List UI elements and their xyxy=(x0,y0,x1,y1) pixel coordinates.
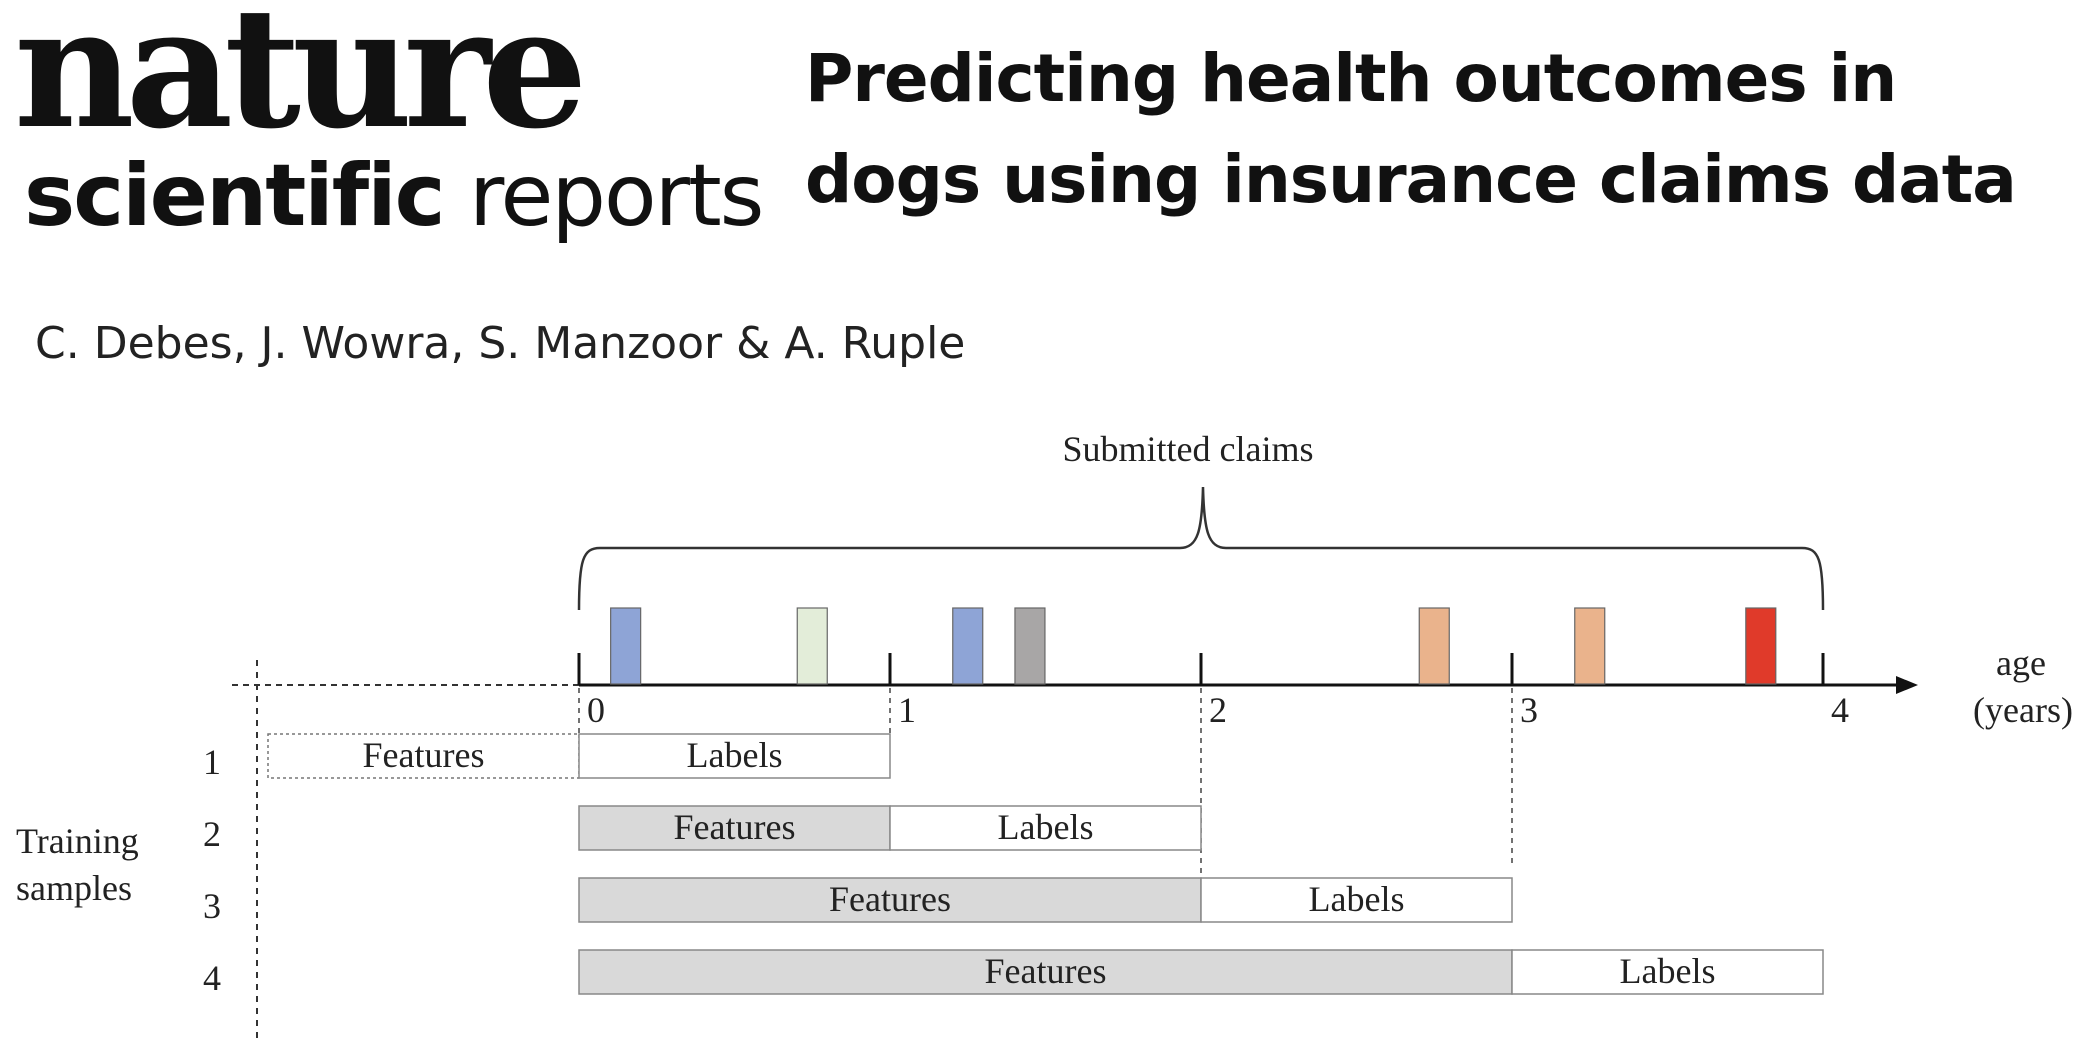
axis-label-age: age xyxy=(1996,643,2046,683)
group-label-samples: samples xyxy=(16,868,132,908)
features-label: Features xyxy=(674,807,796,847)
labels-label: Labels xyxy=(1620,951,1716,991)
tick-label-4: 4 xyxy=(1831,690,1849,730)
labels-label: Labels xyxy=(687,735,783,775)
journal-logo-scientific: scientific xyxy=(24,146,446,246)
claim-markers xyxy=(610,607,1777,685)
labels-label: Labels xyxy=(998,807,1094,847)
axis-ticks: 0 1 2 3 4 xyxy=(577,653,1849,876)
features-label: Features xyxy=(363,735,485,775)
journal-logo-reports: reports xyxy=(469,146,764,246)
tick-label-1: 1 xyxy=(898,690,916,730)
labels-label: Labels xyxy=(1309,879,1405,919)
labels-box xyxy=(578,733,891,779)
claim-marker xyxy=(1014,607,1046,685)
tick-label-3: 3 xyxy=(1520,690,1538,730)
labels-box xyxy=(1511,949,1824,995)
features-box xyxy=(267,733,580,779)
brace-label: Submitted claims xyxy=(1063,429,1314,469)
sample-number: 4 xyxy=(203,958,221,998)
group-label-training: Training xyxy=(16,821,139,861)
claim-marker xyxy=(610,607,642,685)
claim-marker xyxy=(1574,607,1606,685)
features-label: Features xyxy=(829,879,951,919)
claim-marker xyxy=(1418,607,1450,685)
features-box xyxy=(578,877,1202,923)
sample-number: 3 xyxy=(203,886,221,926)
author-list: C. Debes, J. Wowra, S. Manzoor & A. Rupl… xyxy=(35,318,966,369)
sample-number: 1 xyxy=(203,742,221,782)
claim-marker xyxy=(796,607,828,685)
tick-label-0: 0 xyxy=(587,690,605,730)
tick-label-2: 2 xyxy=(1209,690,1227,730)
labels-box xyxy=(889,805,1202,851)
features-label: Features xyxy=(985,951,1107,991)
sample-number: 2 xyxy=(203,814,221,854)
journal-logo-scientific-reports: scientific reports xyxy=(24,153,764,239)
age-axis-arrowhead xyxy=(1896,676,1918,694)
claim-marker xyxy=(952,607,984,685)
article-title: Predicting health outcomes in dogs using… xyxy=(805,40,2017,218)
claims-brace xyxy=(577,486,1825,611)
labels-box xyxy=(1200,877,1513,923)
journal-logo-nature: nature xyxy=(14,0,588,166)
claim-marker xyxy=(1745,607,1777,685)
training-samples: 1 Features Labels 2 Features Labels 3 Features L… xyxy=(203,733,1824,998)
axis-label-years: (years) xyxy=(1973,690,2073,730)
